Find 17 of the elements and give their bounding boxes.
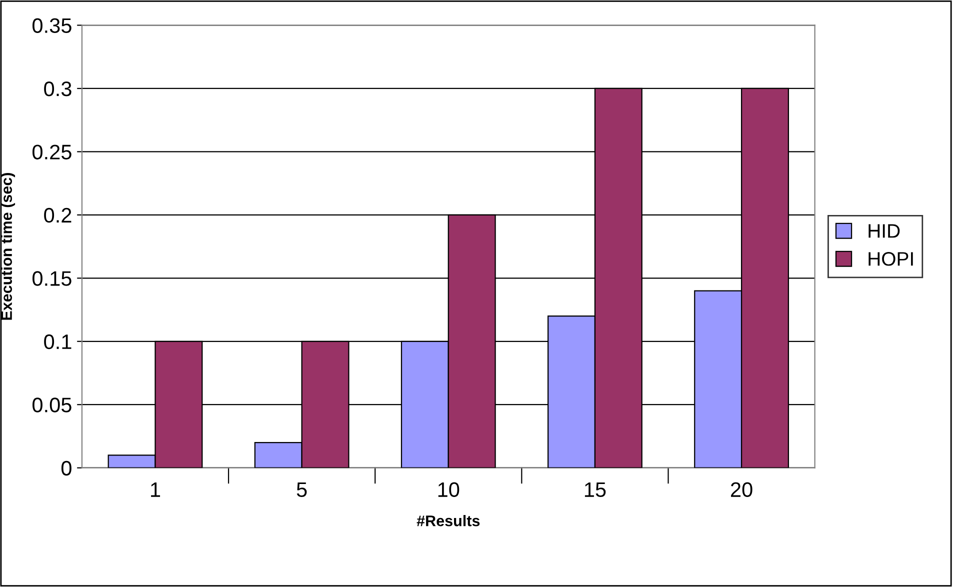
x-tick-label: 15	[584, 482, 606, 498]
x-axis-title: #Results	[416, 515, 480, 526]
y-axis-title: Execution time (sec)	[0, 173, 16, 320]
x-tick-label: 10	[438, 482, 460, 498]
y-tick-label: 0.25	[32, 144, 72, 160]
y-tick-label: 0.15	[32, 271, 72, 286]
x-tick-label: 5	[296, 482, 307, 498]
legend-label: HID	[868, 224, 900, 238]
y-tick-label: 0.35	[32, 18, 72, 33]
y-tick-label: 0.1	[44, 334, 72, 350]
legend-label: HOPI	[868, 252, 913, 266]
x-tick-label: 20	[730, 482, 752, 498]
y-tick-label: 0.3	[44, 81, 72, 96]
y-tick-label: 0	[61, 460, 72, 476]
y-tick-label: 0.05	[32, 398, 72, 412]
x-tick-label: 1	[151, 482, 160, 497]
y-tick-label: 0.2	[44, 208, 72, 223]
